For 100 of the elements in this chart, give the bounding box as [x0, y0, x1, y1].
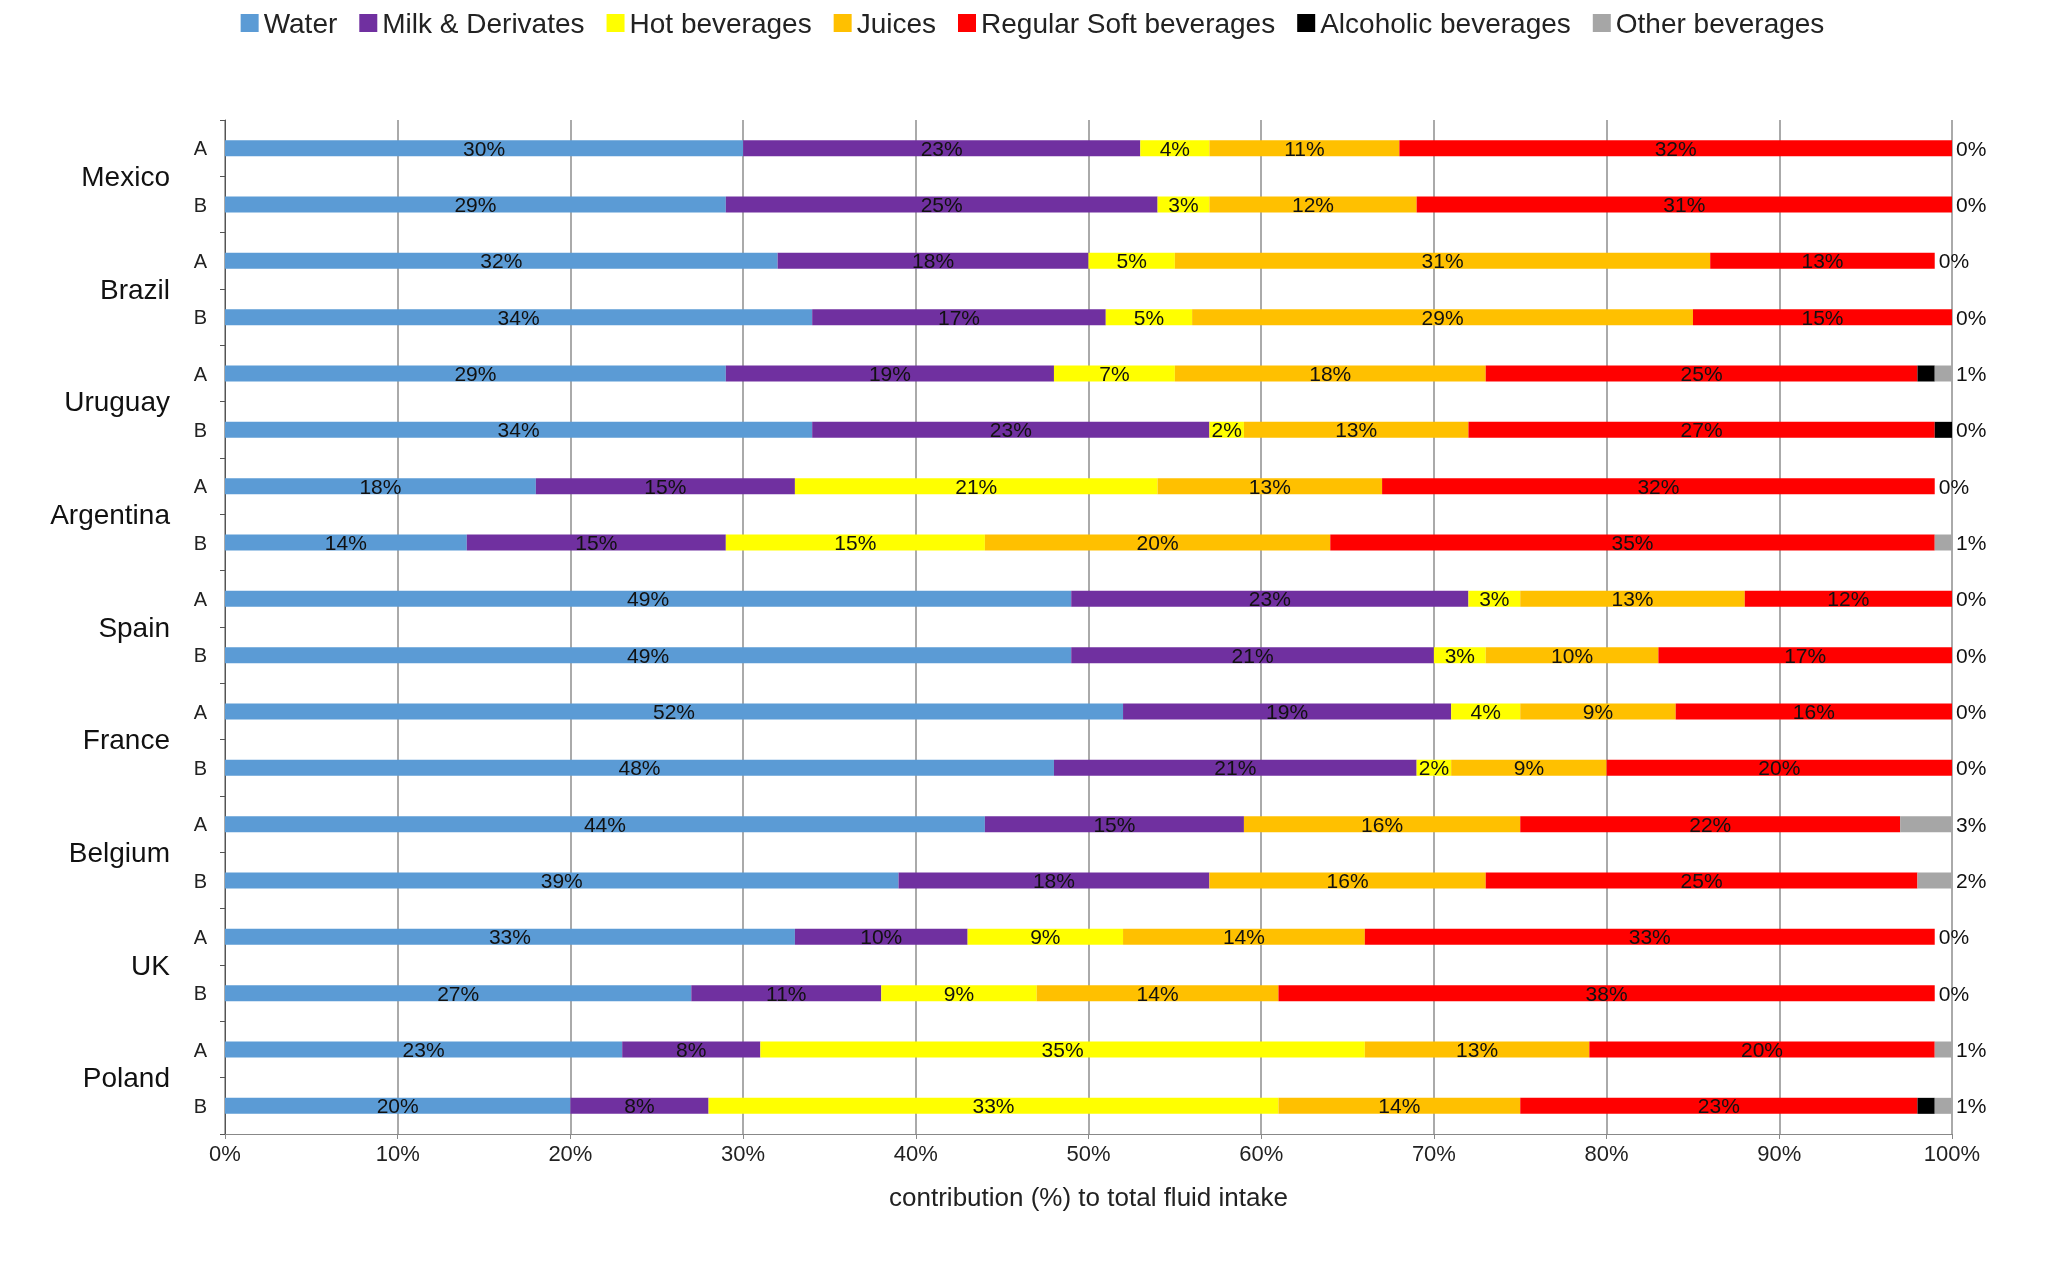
data-label: 0%	[1938, 474, 1970, 498]
data-label: 18%	[1032, 869, 1075, 892]
data-label: 17%	[1784, 643, 1827, 667]
data-label: 18%	[359, 474, 402, 498]
data-label: 1%	[1956, 362, 1987, 385]
bar	[225, 309, 813, 326]
data-label: 0%	[1956, 587, 1987, 611]
data-label: 13%	[1335, 418, 1378, 442]
legend-label: Water	[263, 7, 338, 39]
bar	[225, 365, 726, 382]
data-label: 34%	[497, 418, 540, 442]
data-label: 18%	[912, 249, 955, 273]
data-label: 1%	[1956, 1038, 1987, 1061]
data-label: 35%	[1041, 1038, 1084, 1061]
bar	[967, 928, 1124, 945]
x-tick-label: 30%	[721, 1140, 766, 1166]
x-tick-label: 90%	[1757, 1140, 1802, 1166]
bar	[225, 590, 1072, 607]
bar	[1036, 985, 1279, 1002]
bar	[1934, 421, 1952, 438]
data-label: 19%	[1266, 700, 1309, 723]
y-tick-label: A	[193, 813, 208, 836]
y-tick-label: A	[193, 925, 208, 948]
data-label: 2%	[1418, 756, 1450, 780]
legend-label: Regular Soft beverages	[981, 7, 1276, 39]
data-label: 14%	[324, 531, 367, 554]
bar	[1071, 647, 1434, 664]
bar	[743, 140, 1141, 157]
bar	[1174, 252, 1711, 269]
data-label: 29%	[454, 193, 497, 216]
data-label: 7%	[1099, 362, 1130, 385]
bar	[225, 252, 778, 269]
bar	[1675, 703, 1952, 720]
bar	[1278, 1097, 1521, 1114]
data-label: 32%	[1654, 136, 1697, 160]
text: Argentina	[50, 498, 171, 530]
data-label: 21%	[1214, 756, 1257, 780]
data-label: 0%	[1956, 756, 1987, 780]
data-label: 3%	[1168, 193, 1199, 216]
bar	[1520, 590, 1745, 607]
data-label: 0%	[1938, 925, 1970, 949]
y-tick-label: B	[193, 306, 207, 329]
bar	[898, 872, 1210, 889]
x-tick-label: 60%	[1239, 1140, 1284, 1166]
legend-label: Juices	[856, 7, 937, 39]
bar	[225, 985, 692, 1002]
bar	[1053, 365, 1175, 382]
bar	[1692, 309, 1952, 326]
bar	[1364, 928, 1935, 945]
bar	[1243, 421, 1469, 438]
data-label: 2%	[1211, 418, 1242, 442]
data-label: 15%	[1093, 812, 1136, 836]
bar	[725, 196, 1158, 213]
data-label: 23%	[402, 1038, 445, 1061]
data-label: 2%	[1956, 869, 1987, 892]
text: Uruguay	[64, 386, 170, 418]
data-label: 25%	[1680, 869, 1723, 892]
data-label: 44%	[583, 812, 626, 836]
x-tick-label: 70%	[1411, 1140, 1456, 1166]
x-tick-label: 50%	[1066, 1140, 1111, 1166]
x-tick-label: 20%	[548, 1140, 593, 1166]
data-label: 15%	[1801, 305, 1844, 329]
data-label: 21%	[955, 474, 998, 498]
data-label: 20%	[1741, 1038, 1784, 1061]
text: France	[82, 724, 170, 756]
y-tick-label: B	[193, 193, 207, 216]
x-tick-label: 40%	[893, 1140, 938, 1166]
data-label: 29%	[1421, 305, 1464, 329]
data-label: 8%	[676, 1038, 707, 1061]
data-label: 8%	[624, 1094, 655, 1118]
bar	[1710, 252, 1935, 269]
x-tick-label: 10%	[375, 1140, 420, 1166]
data-label: 0%	[1956, 193, 1987, 216]
bar	[1917, 365, 1935, 382]
data-label: 23%	[920, 136, 963, 160]
bar	[1744, 590, 1952, 607]
data-label: 34%	[497, 305, 540, 329]
bar	[1468, 421, 1935, 438]
bar	[984, 816, 1244, 833]
data-label: 27%	[1680, 418, 1723, 442]
bar	[708, 1097, 1279, 1114]
data-label: 30%	[463, 136, 506, 160]
bar	[1416, 196, 1952, 213]
bar	[1399, 140, 1952, 157]
data-label: 10%	[1551, 643, 1594, 667]
bar	[725, 365, 1054, 382]
data-label: 13%	[1611, 587, 1654, 611]
x-axis-title: contribution (%) to total fluid intake	[889, 1182, 1288, 1212]
legend-label: Milk & Derivates	[382, 7, 585, 39]
data-label: 39%	[540, 869, 583, 892]
data-label: 16%	[1792, 700, 1835, 723]
text: Belgium	[68, 836, 170, 868]
data-label: 21%	[1231, 643, 1274, 667]
bar	[794, 478, 1158, 495]
bar	[225, 140, 744, 157]
data-label: 31%	[1421, 249, 1464, 273]
legend-label: Other beverages	[1615, 7, 1825, 39]
data-label: 29%	[454, 362, 497, 385]
bar	[812, 309, 1106, 326]
bar	[1520, 816, 1901, 833]
